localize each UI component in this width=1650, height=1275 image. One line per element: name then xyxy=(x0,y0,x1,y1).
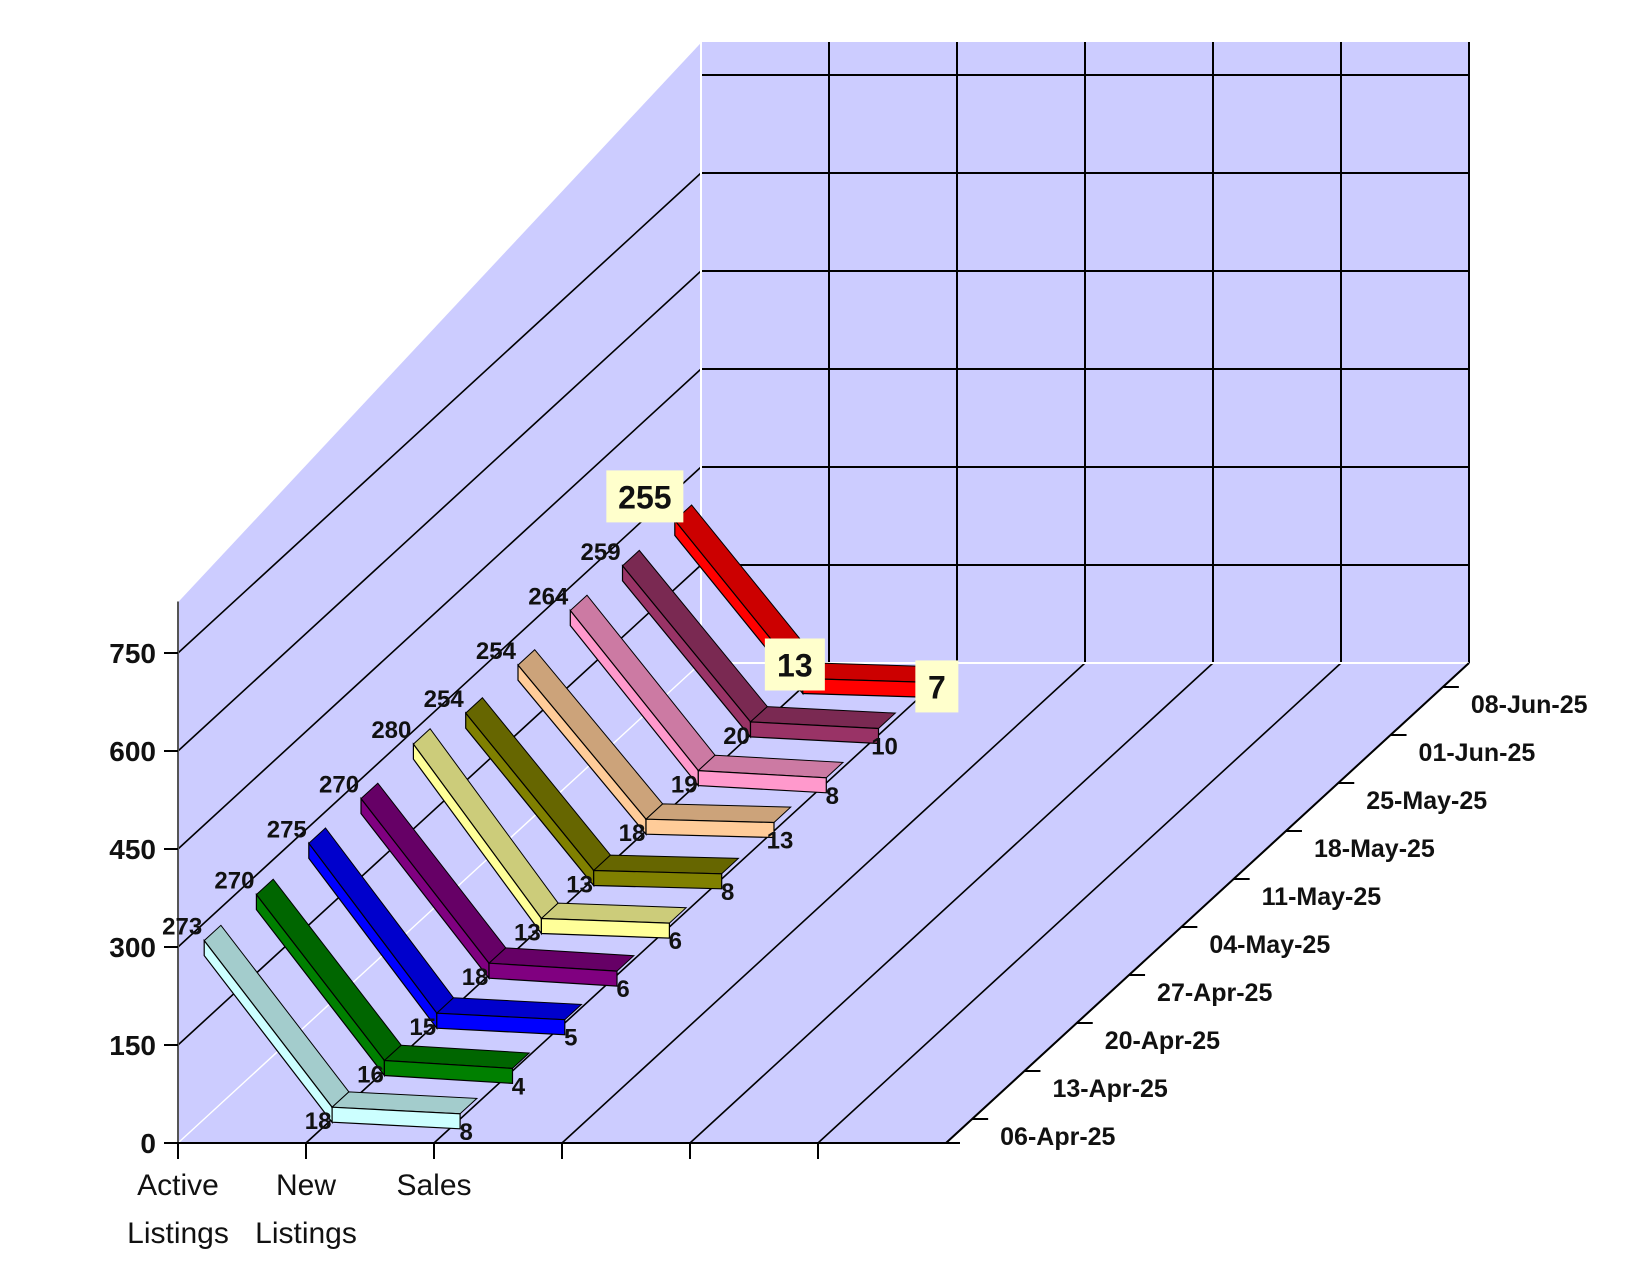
chart-axes: 0 150 300 450 600 750 Active Listings New Listing… xyxy=(109,601,1588,1250)
data-label: 8 xyxy=(826,783,839,810)
series-line xyxy=(517,648,792,839)
y-tick-label: 150 xyxy=(109,1030,156,1061)
data-label: 255 xyxy=(618,479,671,515)
data-label: 18 xyxy=(305,1108,332,1135)
data-label: 8 xyxy=(721,879,734,906)
data-label: 10 xyxy=(871,733,898,760)
series-line xyxy=(412,727,688,939)
series-date-label: 11-May-25 xyxy=(1262,883,1382,911)
series-segment xyxy=(436,1012,566,1036)
data-label: 6 xyxy=(616,976,629,1003)
floor-depth-line xyxy=(561,662,1086,1144)
data-label: 273 xyxy=(162,914,202,941)
data-label: 18 xyxy=(619,820,646,847)
series-date-label: 25-May-25 xyxy=(1366,787,1487,815)
series-segment xyxy=(749,721,880,745)
category-label: New Listings xyxy=(255,1169,357,1250)
series-segment xyxy=(697,769,827,794)
data-label: 254 xyxy=(424,686,465,713)
data-label: 8 xyxy=(459,1119,472,1146)
series-line xyxy=(465,696,740,890)
data-label: 16 xyxy=(357,1062,384,1089)
data-label-box xyxy=(915,660,959,713)
y-tick-label: 450 xyxy=(109,834,156,865)
series-date-label: 01-Jun-25 xyxy=(1419,739,1536,767)
series-segment xyxy=(488,962,618,987)
data-label-box xyxy=(606,470,684,523)
data-label: 4 xyxy=(512,1073,526,1100)
data-label: 270 xyxy=(214,868,254,895)
series-segment xyxy=(645,818,775,839)
series-date-label: 27-Apr-25 xyxy=(1157,979,1272,1007)
left-wall xyxy=(178,42,701,1143)
data-label: 20 xyxy=(723,723,750,750)
category-label: Sales xyxy=(396,1169,471,1202)
series-line xyxy=(621,549,897,745)
data-label: 13 xyxy=(514,920,541,947)
floor-depth-line xyxy=(817,662,1342,1144)
series-date-label: 04-May-25 xyxy=(1209,931,1330,959)
series-segment xyxy=(540,917,671,939)
data-label-box xyxy=(764,638,825,691)
series-date-label: 08-Jun-25 xyxy=(1471,691,1588,719)
data-label: 254 xyxy=(476,638,517,665)
chart-labels: 255 13 7 259 20 10 264 19 8 254 18 13 254 13 8 280 13 6 27… xyxy=(162,470,959,1146)
data-label: 19 xyxy=(671,772,698,799)
left-wall-gridline xyxy=(177,466,702,948)
series-line xyxy=(255,878,531,1085)
data-label: 13 xyxy=(777,648,813,684)
y-tick-label: 0 xyxy=(140,1128,156,1159)
series-line xyxy=(569,594,845,794)
series-date-label: 20-Apr-25 xyxy=(1105,1027,1220,1055)
data-label: 7 xyxy=(928,669,946,705)
chart-series xyxy=(203,504,949,1130)
left-wall-gridline xyxy=(177,368,702,850)
data-label: 275 xyxy=(267,816,307,843)
data-label: 280 xyxy=(371,717,411,744)
series-line xyxy=(308,827,583,1036)
data-label: 5 xyxy=(564,1025,577,1052)
y-tick-label: 300 xyxy=(109,932,156,963)
left-wall-gridline xyxy=(177,172,702,654)
data-label: 15 xyxy=(409,1014,436,1041)
data-label: 13 xyxy=(767,828,794,855)
depth-axis-line xyxy=(945,662,1470,1144)
category-label: Active Listings xyxy=(127,1169,229,1250)
series-segment xyxy=(331,1106,461,1130)
y-tick-label: 600 xyxy=(109,736,156,767)
series-line xyxy=(203,924,479,1130)
data-label: 264 xyxy=(528,584,569,611)
y-tick-label: 750 xyxy=(109,638,156,669)
data-label: 270 xyxy=(319,772,359,799)
series-date-label: 13-Apr-25 xyxy=(1052,1075,1167,1103)
data-label: 6 xyxy=(669,928,682,955)
chart-walls xyxy=(177,41,1470,1144)
series-segment xyxy=(383,1059,514,1085)
left-wall-top-edge xyxy=(177,41,702,602)
data-label: 18 xyxy=(462,964,489,991)
data-label: 259 xyxy=(581,539,621,566)
series-line xyxy=(360,782,636,987)
series-date-label: 06-Apr-25 xyxy=(1000,1123,1115,1151)
series-segment xyxy=(593,869,723,890)
data-label: 13 xyxy=(566,872,593,899)
floor-depth-line xyxy=(689,662,1214,1144)
left-wall-gridline xyxy=(177,270,702,752)
series-date-label: 18-May-25 xyxy=(1314,835,1435,863)
